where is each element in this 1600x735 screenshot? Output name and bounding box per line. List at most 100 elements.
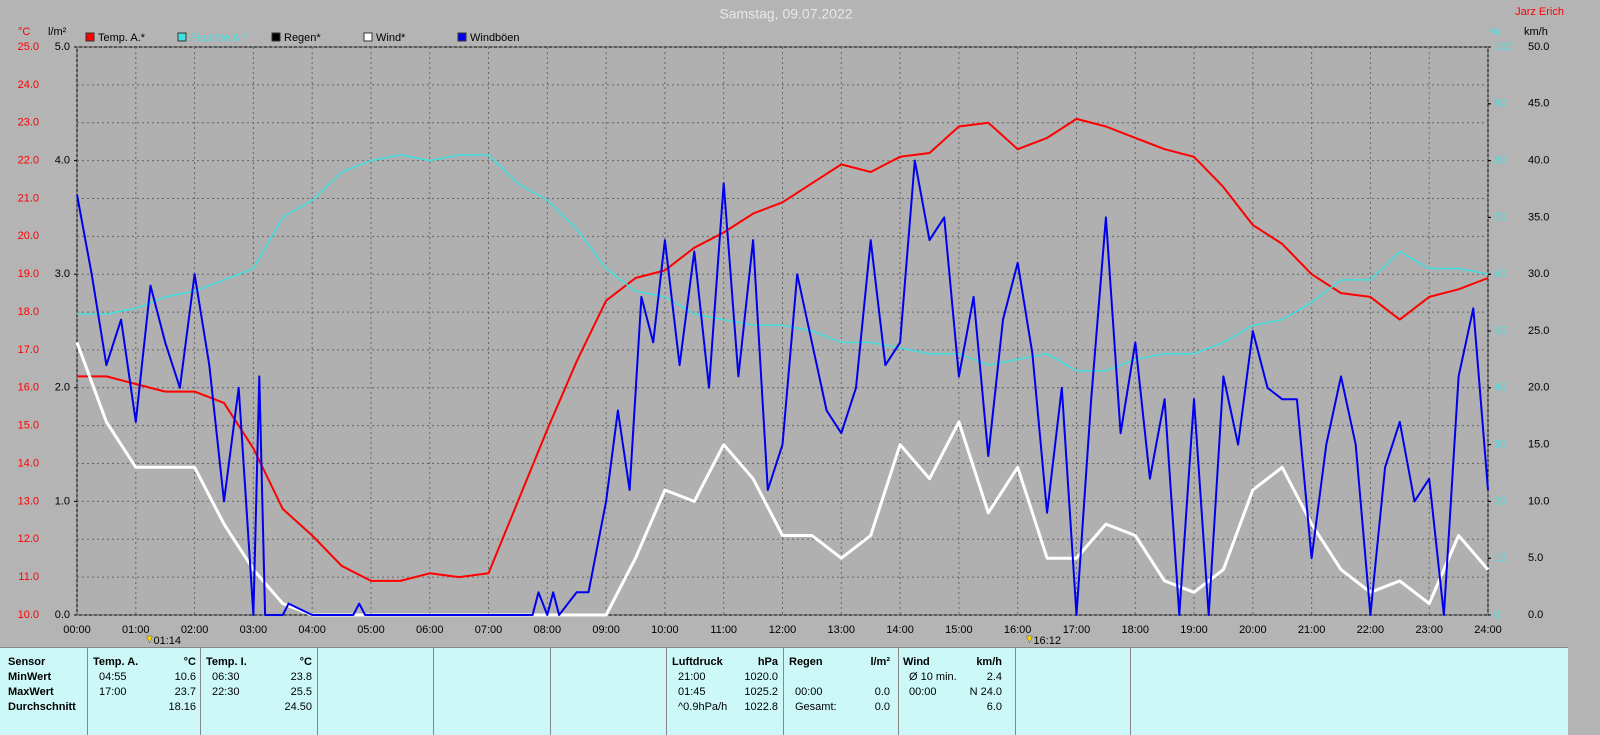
y-tick-label: 20.0 bbox=[18, 230, 39, 242]
x-tick-label: 21:00 bbox=[1298, 624, 1326, 636]
axis-unit: km/h bbox=[1524, 26, 1548, 38]
y-tick-label: 60 bbox=[1494, 268, 1506, 280]
column-rule bbox=[433, 648, 434, 735]
y-tick-label: 3.0 bbox=[55, 268, 70, 280]
x-tick-label: 17:00 bbox=[1063, 624, 1091, 636]
table-cell: 24.50 bbox=[284, 701, 312, 713]
y-tick-label: 16.0 bbox=[18, 382, 39, 394]
x-tick-label: 24:00 bbox=[1474, 624, 1502, 636]
table-cell: 17:00 bbox=[99, 686, 127, 698]
table-cell: 1025.2 bbox=[744, 686, 778, 698]
table-cell: Durchschnitt bbox=[8, 701, 76, 713]
y-tick-label: 10.0 bbox=[1528, 495, 1549, 507]
y-tick-label: 4.0 bbox=[55, 155, 70, 167]
author: Jarz Erich bbox=[1515, 6, 1564, 18]
table-cell: 01:45 bbox=[678, 686, 706, 698]
column-rule bbox=[783, 648, 784, 735]
y-tick-label: 40 bbox=[1494, 382, 1506, 394]
x-tick-label: 06:00 bbox=[416, 624, 444, 636]
series-line bbox=[77, 117, 1489, 582]
legend-label: Wind* bbox=[376, 32, 406, 44]
table-cell: 2.4 bbox=[986, 671, 1002, 683]
x-tick-label: 09:00 bbox=[592, 624, 620, 636]
table-cell: 04:55 bbox=[99, 671, 127, 683]
y-tick-label: 40.0 bbox=[1528, 155, 1549, 167]
x-tick-label: 00:00 bbox=[63, 624, 91, 636]
y-tick-label: 20.0 bbox=[1528, 382, 1549, 394]
y-tick-label: 25.0 bbox=[18, 41, 39, 53]
table-cell: 18.16 bbox=[168, 701, 196, 713]
y-tick-label: 15.0 bbox=[1528, 439, 1549, 451]
y-tick-label: 24.0 bbox=[18, 79, 39, 91]
x-tick-label: 12:00 bbox=[769, 624, 797, 636]
y-tick-label: 1.0 bbox=[55, 495, 70, 507]
legend-swatch bbox=[85, 32, 95, 42]
column-rule bbox=[317, 648, 318, 735]
stats-table: Sensor MinWert MaxWert Durchschnitt Temp. A.… bbox=[0, 647, 1568, 735]
table-cell: l/m² bbox=[870, 656, 890, 668]
x-tick-label: 11:00 bbox=[710, 624, 737, 636]
y-tick-label: 35.0 bbox=[1528, 211, 1549, 223]
x-tick-label: 03:00 bbox=[240, 624, 268, 636]
y-tick-label: 70 bbox=[1494, 211, 1506, 223]
column-rule bbox=[666, 648, 667, 735]
column-rule bbox=[1130, 648, 1131, 735]
y-tick-label: 10.0 bbox=[18, 609, 39, 621]
y-tick-label: 14.0 bbox=[18, 457, 39, 469]
x-tick-label: 01:00 bbox=[122, 624, 150, 636]
y-tick-label: 5.0 bbox=[1528, 552, 1543, 564]
table-cell: Wind bbox=[903, 656, 930, 668]
table-cell: Ø 10 min. bbox=[909, 671, 957, 683]
x-tick-label: 15:00 bbox=[945, 624, 973, 636]
x-tick-label: 18:00 bbox=[1121, 624, 1149, 636]
y-tick-label: 0 bbox=[1494, 609, 1500, 621]
x-tick-label: 23:00 bbox=[1415, 624, 1443, 636]
legend-label: Temp. A.* bbox=[98, 32, 146, 44]
table-cell: Regen bbox=[789, 656, 823, 668]
column-rule bbox=[898, 648, 899, 735]
legend-label: Feuchte A.* bbox=[190, 32, 248, 44]
y-tick-label: 5.0 bbox=[55, 41, 70, 53]
y-tick-label: 19.0 bbox=[18, 268, 39, 280]
table-cell: 0.0 bbox=[874, 686, 890, 698]
legend-swatch bbox=[363, 32, 373, 42]
y-tick-label: 30 bbox=[1494, 439, 1506, 451]
x-tick-label: 19:00 bbox=[1180, 624, 1208, 636]
table-cell: 06:30 bbox=[212, 671, 240, 683]
table-cell: 0.0 bbox=[874, 701, 890, 713]
legend-swatch bbox=[271, 32, 281, 42]
table-cell: 22:30 bbox=[212, 686, 240, 698]
y-tick-label: 17.0 bbox=[18, 344, 39, 356]
table-cell: Sensor bbox=[8, 656, 46, 668]
x-tick-label: 22:00 bbox=[1357, 624, 1385, 636]
table-cell: 21:00 bbox=[678, 671, 706, 683]
table-cell: Gesamt: bbox=[795, 701, 837, 713]
table-cell: Luftdruck bbox=[672, 656, 723, 668]
table-cell: MaxWert bbox=[8, 686, 54, 698]
table-cell: km/h bbox=[976, 656, 1002, 668]
y-tick-label: 2.0 bbox=[55, 382, 70, 394]
y-tick-label: 21.0 bbox=[18, 192, 39, 204]
chart: Samstag, 09.07.2022 Jarz Erich 00:00 01:0… bbox=[18, 6, 1564, 647]
series-line bbox=[77, 154, 1489, 372]
y-tick-label: 90 bbox=[1494, 98, 1506, 110]
x-tick-label: 20:00 bbox=[1239, 624, 1267, 636]
table-cell: Temp. I. bbox=[206, 656, 247, 668]
x-tick-label: 05:00 bbox=[357, 624, 385, 636]
table-cell: 10.6 bbox=[174, 671, 196, 683]
table-cell: Temp. A. bbox=[93, 656, 139, 668]
x-tick-label: 10:00 bbox=[651, 624, 679, 636]
chart-title: Samstag, 09.07.2022 bbox=[719, 6, 852, 22]
legend-label: Windböen bbox=[470, 32, 520, 44]
y-tick-label: 0.0 bbox=[1528, 609, 1543, 621]
table-cell: 1022.8 bbox=[744, 701, 778, 713]
column-rule bbox=[550, 648, 551, 735]
x-tick-label: 02:00 bbox=[181, 624, 209, 636]
y-tick-label: 50.0 bbox=[1528, 41, 1549, 53]
table-cell: N 24.0 bbox=[969, 686, 1002, 698]
y-tick-label: 23.0 bbox=[18, 117, 39, 129]
y-tick-label: 15.0 bbox=[18, 420, 39, 432]
table-cell: 00:00 bbox=[795, 686, 823, 698]
table-cell: MinWert bbox=[8, 671, 52, 683]
table-cell: hPa bbox=[757, 656, 778, 668]
